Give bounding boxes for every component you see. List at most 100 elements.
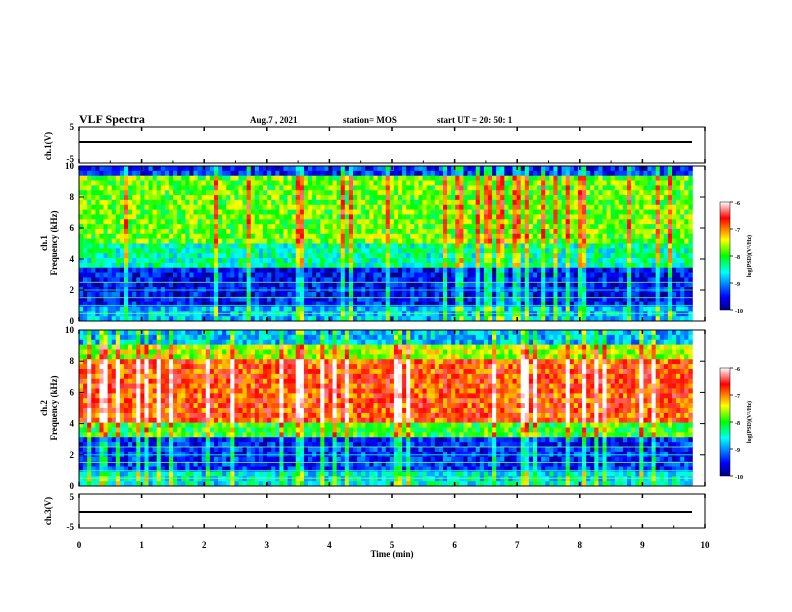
- ch1-spectrogram-cell: [226, 233, 231, 239]
- ch1-spectrogram-cell: [218, 185, 223, 191]
- ch1-spectrogram-cell: [385, 224, 391, 230]
- ch1-spectrogram-cell: [79, 282, 84, 288]
- ch1-spectrogram-cell: [443, 166, 448, 172]
- ch1-spectrogram-cell: [594, 175, 599, 181]
- ch1-spectrogram-cell: [377, 233, 382, 239]
- ch1-spectrogram-cell: [238, 243, 243, 249]
- ch1-spectrogram-cell: [504, 166, 509, 172]
- ch1-spectrogram-cell: [119, 272, 125, 278]
- ch1-spectrogram-cell: [647, 253, 652, 259]
- ch1-spectrogram-cell: [140, 224, 145, 230]
- ch1-spectrogram-cell: [348, 219, 354, 225]
- ch1-spectrogram-cell: [193, 238, 198, 244]
- ch1-spectrogram-cell: [582, 282, 587, 288]
- ch1-spectrogram-cell: [189, 214, 194, 220]
- ch1-spectrogram-cell: [226, 195, 231, 201]
- ch1-spectrogram-cell: [119, 282, 125, 288]
- ch1-spectrogram-cell: [267, 296, 272, 302]
- ch1-spectrogram-cell: [402, 262, 407, 269]
- ch1-spectrogram-cell: [631, 248, 636, 254]
- ch1-spectrogram-cell: [99, 204, 104, 210]
- ch1-spectrogram-cell: [242, 199, 247, 206]
- ch1-spectrogram-cell: [115, 316, 121, 322]
- ch1-spectrogram-cell: [230, 219, 235, 225]
- ch1-spectrogram-cell: [553, 291, 558, 298]
- ch1-spectrogram-cell: [659, 253, 665, 259]
- ch1-spectrogram-cell: [91, 190, 96, 196]
- ch1-spectrogram-cell: [680, 170, 685, 176]
- ch1-spectrogram-cell: [455, 316, 460, 322]
- ch1-spectrogram-cell: [500, 291, 505, 298]
- ch1-spectrogram-cell: [663, 262, 669, 269]
- ch1-spectrogram-cell: [144, 306, 149, 312]
- ch1-spectrogram-cell: [389, 262, 395, 269]
- ch1-spectrogram-cell: [451, 180, 456, 186]
- ch1-spectrogram-cell: [258, 175, 264, 181]
- ch1-spectrogram-cell: [263, 277, 268, 283]
- ch1-spectrogram-cell: [320, 185, 325, 191]
- ch1-spectrogram-cell: [565, 316, 571, 322]
- ch1-spectrogram-cell: [537, 185, 542, 191]
- ch1-spectrogram-cell: [684, 209, 689, 215]
- ch1-spectrogram-cell: [348, 306, 354, 312]
- ch1-spectrogram-cell: [218, 301, 223, 307]
- ch1-spectrogram-cell: [610, 228, 616, 235]
- ch1-spectrogram-cell: [222, 214, 227, 220]
- ch1-spectrogram-cell: [459, 272, 464, 278]
- ch1-spectrogram-cell: [598, 301, 603, 307]
- ch1-spectrogram-cell: [643, 209, 648, 215]
- ch1-spectrogram-cell: [303, 204, 309, 210]
- ch1-spectrogram-cell: [373, 175, 378, 181]
- ch1-spectrogram-cell: [148, 209, 153, 215]
- ch1-spectrogram-cell: [168, 258, 174, 264]
- ch1-spectrogram-cell: [688, 316, 693, 322]
- ch1-spectrogram-cell: [463, 267, 468, 273]
- start-ut-label: start UT = 20: 50: 1: [437, 115, 513, 125]
- ch1-spectrogram-cell: [496, 195, 501, 201]
- ch1-spectrogram-cell: [299, 311, 305, 317]
- ch1-spectrogram-cell: [115, 170, 121, 176]
- ch1-spectrogram-cell: [250, 214, 256, 220]
- ch1-spectrogram-cell: [422, 258, 427, 264]
- ch1-spectrogram-cell: [91, 311, 96, 317]
- ch1-spectrogram-cell: [471, 190, 477, 196]
- ch1-spectrogram-cell: [451, 248, 456, 254]
- ch1-spectrogram-cell: [197, 267, 202, 273]
- ch1-spectrogram-cell: [95, 190, 100, 196]
- ch1-spectrogram-cell: [504, 175, 509, 181]
- ch1-spectrogram-cell: [283, 316, 288, 322]
- ch1-spectrogram-cell: [344, 282, 350, 288]
- ch1-spectrogram-cell: [528, 209, 534, 215]
- ch1-spectrogram-cell: [205, 296, 211, 302]
- ch1-spectrogram-cell: [667, 311, 673, 317]
- ch1-spectrogram-cell: [688, 190, 693, 196]
- ch1-spectrogram-cell: [246, 296, 252, 302]
- ch1-spectrogram-cell: [283, 267, 288, 273]
- ch1-spectrogram-cell: [618, 209, 624, 215]
- ch1-spectrogram-cell: [201, 170, 207, 176]
- ch1-spectrogram-cell: [254, 190, 260, 196]
- ch1-spectrogram-cell: [140, 238, 145, 244]
- ch1-spectrogram-cell: [561, 267, 566, 273]
- ch1-spectrogram-cell: [537, 296, 542, 302]
- ch1-spectrogram-cell: [95, 243, 100, 249]
- ch1-spectrogram-cell: [406, 253, 411, 259]
- ch1-spectrogram-cell: [287, 185, 292, 191]
- ch1-spectrogram-cell: [479, 233, 485, 239]
- ch1-spectrogram-cell: [201, 199, 207, 206]
- ch2-spectrogram-cell: [95, 354, 100, 360]
- ch1-spectrogram-cell: [647, 258, 652, 264]
- ch1-spectrogram-cell: [406, 301, 411, 307]
- ch1-spectrogram-cell: [635, 185, 640, 191]
- ch1-spectrogram-cell: [569, 248, 575, 254]
- ch1-spectrogram-cell: [602, 272, 607, 278]
- ch1-spectrogram-cell: [177, 195, 182, 201]
- ch1-spectrogram-cell: [659, 316, 665, 322]
- ch1-spectrogram-cell: [688, 272, 693, 278]
- ch1-spectrogram-cell: [303, 316, 309, 322]
- ch1-spectrogram-cell: [320, 277, 325, 283]
- ch1-spectrogram-cell: [181, 277, 186, 283]
- ch1-spectrogram-cell: [651, 233, 656, 239]
- ch1-spectrogram-cell: [414, 243, 419, 249]
- ch1-spectrogram-cell: [569, 224, 575, 230]
